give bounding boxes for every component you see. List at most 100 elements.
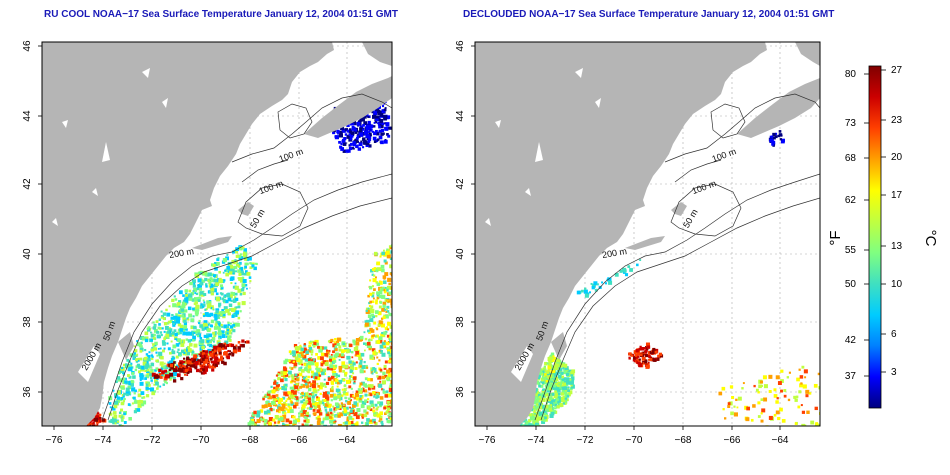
sst-pixel bbox=[330, 375, 335, 380]
sst-pixel bbox=[360, 117, 365, 122]
sst-pixel bbox=[195, 313, 199, 317]
sst-pixel bbox=[306, 362, 311, 367]
x-tick-label: −68 bbox=[675, 435, 692, 446]
sst-pixel bbox=[381, 122, 385, 126]
sst-pixel bbox=[758, 384, 762, 389]
sst-pixel bbox=[363, 115, 367, 119]
sst-pixel bbox=[338, 404, 342, 409]
sst-pixel bbox=[318, 348, 323, 353]
sst-pixel bbox=[376, 261, 381, 266]
sst-pixel bbox=[384, 107, 387, 110]
sst-pixel bbox=[314, 362, 319, 367]
sst-pixel bbox=[584, 287, 587, 291]
sst-pixel bbox=[389, 298, 392, 303]
sst-pixel bbox=[637, 355, 640, 358]
sst-pixel bbox=[294, 373, 298, 377]
sst-pixel bbox=[354, 354, 357, 357]
sst-pixel bbox=[305, 416, 308, 419]
sst-pixel bbox=[365, 411, 369, 415]
sst-pixel bbox=[384, 286, 387, 289]
sst-pixel bbox=[213, 313, 218, 318]
sst-pixel bbox=[369, 316, 372, 319]
sst-pixel bbox=[123, 397, 126, 401]
land-newfoundland-tip bbox=[362, 42, 392, 66]
sst-pixel bbox=[348, 375, 352, 378]
sst-pixel bbox=[328, 349, 331, 353]
sst-pixel bbox=[207, 279, 210, 282]
sst-pixel bbox=[301, 384, 306, 388]
sst-pixel bbox=[354, 367, 358, 370]
sst-pixel bbox=[303, 401, 308, 406]
sst-pixel bbox=[166, 322, 170, 325]
sst-pixel bbox=[301, 363, 304, 366]
sst-pixel bbox=[279, 416, 284, 421]
sst-pixel bbox=[195, 333, 198, 336]
sst-pixel bbox=[171, 313, 174, 317]
sst-pixel bbox=[344, 364, 349, 369]
sst-pixel bbox=[552, 380, 557, 385]
sst-pixel bbox=[567, 381, 571, 385]
sst-pixel bbox=[375, 371, 378, 374]
sst-pixel bbox=[570, 376, 575, 381]
sst-pixel bbox=[762, 375, 767, 380]
sst-pixel bbox=[162, 312, 167, 316]
sst-pixel bbox=[561, 378, 565, 381]
sst-pixel bbox=[215, 292, 219, 296]
sst-pixel bbox=[220, 286, 224, 290]
sst-pixel bbox=[379, 415, 383, 419]
sst-pixel bbox=[202, 363, 206, 366]
sst-pixel bbox=[301, 391, 304, 395]
sst-pixel bbox=[89, 424, 92, 426]
sst-pixel bbox=[379, 417, 383, 421]
sst-pixel bbox=[343, 390, 346, 394]
sst-pixel bbox=[354, 392, 359, 397]
sst-pixel bbox=[333, 396, 338, 401]
sst-pixel bbox=[343, 388, 347, 392]
sst-pixel bbox=[203, 365, 206, 368]
sst-pixel bbox=[182, 294, 185, 297]
sst-pixel bbox=[307, 400, 312, 405]
sst-pixel bbox=[188, 289, 192, 293]
sst-pixel bbox=[224, 294, 227, 297]
sst-pixel bbox=[315, 402, 320, 406]
sst-pixel bbox=[284, 373, 289, 377]
sst-pixel bbox=[550, 361, 553, 364]
sst-pixel bbox=[607, 277, 610, 280]
sst-pixel bbox=[770, 137, 773, 140]
sst-pixel bbox=[770, 135, 774, 138]
sst-pixel bbox=[169, 327, 171, 329]
sst-pixel bbox=[290, 374, 294, 378]
sst-pixel bbox=[539, 416, 543, 420]
sst-pixel bbox=[301, 354, 305, 358]
sst-pixel bbox=[259, 409, 264, 413]
sst-pixel bbox=[342, 406, 347, 410]
sst-pixel bbox=[638, 347, 642, 351]
sst-pixel bbox=[367, 394, 370, 397]
sst-pixel bbox=[295, 398, 300, 402]
sst-pixel bbox=[226, 336, 231, 341]
colorbar-c-label: 13 bbox=[891, 241, 903, 252]
sst-pixel bbox=[214, 352, 218, 355]
sst-pixel bbox=[166, 363, 170, 367]
colorbar-f-label: 37 bbox=[845, 371, 857, 382]
sst-pixel bbox=[126, 358, 130, 362]
sst-pixel bbox=[189, 343, 193, 347]
sst-pixel bbox=[303, 396, 307, 400]
sst-pixel bbox=[204, 326, 208, 330]
sst-pixel bbox=[373, 395, 376, 398]
x-tick-label: −74 bbox=[528, 435, 545, 446]
sst-pixel bbox=[226, 253, 229, 256]
sst-pixel bbox=[301, 378, 305, 382]
sst-pixel bbox=[366, 418, 370, 422]
sst-pixel bbox=[160, 310, 163, 313]
sst-pixel bbox=[204, 358, 209, 363]
sst-pixel bbox=[388, 354, 392, 358]
sst-pixel bbox=[319, 392, 322, 395]
sst-pixel bbox=[224, 340, 229, 345]
sst-pixel bbox=[364, 393, 368, 397]
sst-pixel bbox=[282, 410, 286, 414]
sst-pixel bbox=[194, 292, 197, 294]
sst-pixel bbox=[269, 406, 272, 409]
sst-pixel bbox=[304, 348, 308, 352]
